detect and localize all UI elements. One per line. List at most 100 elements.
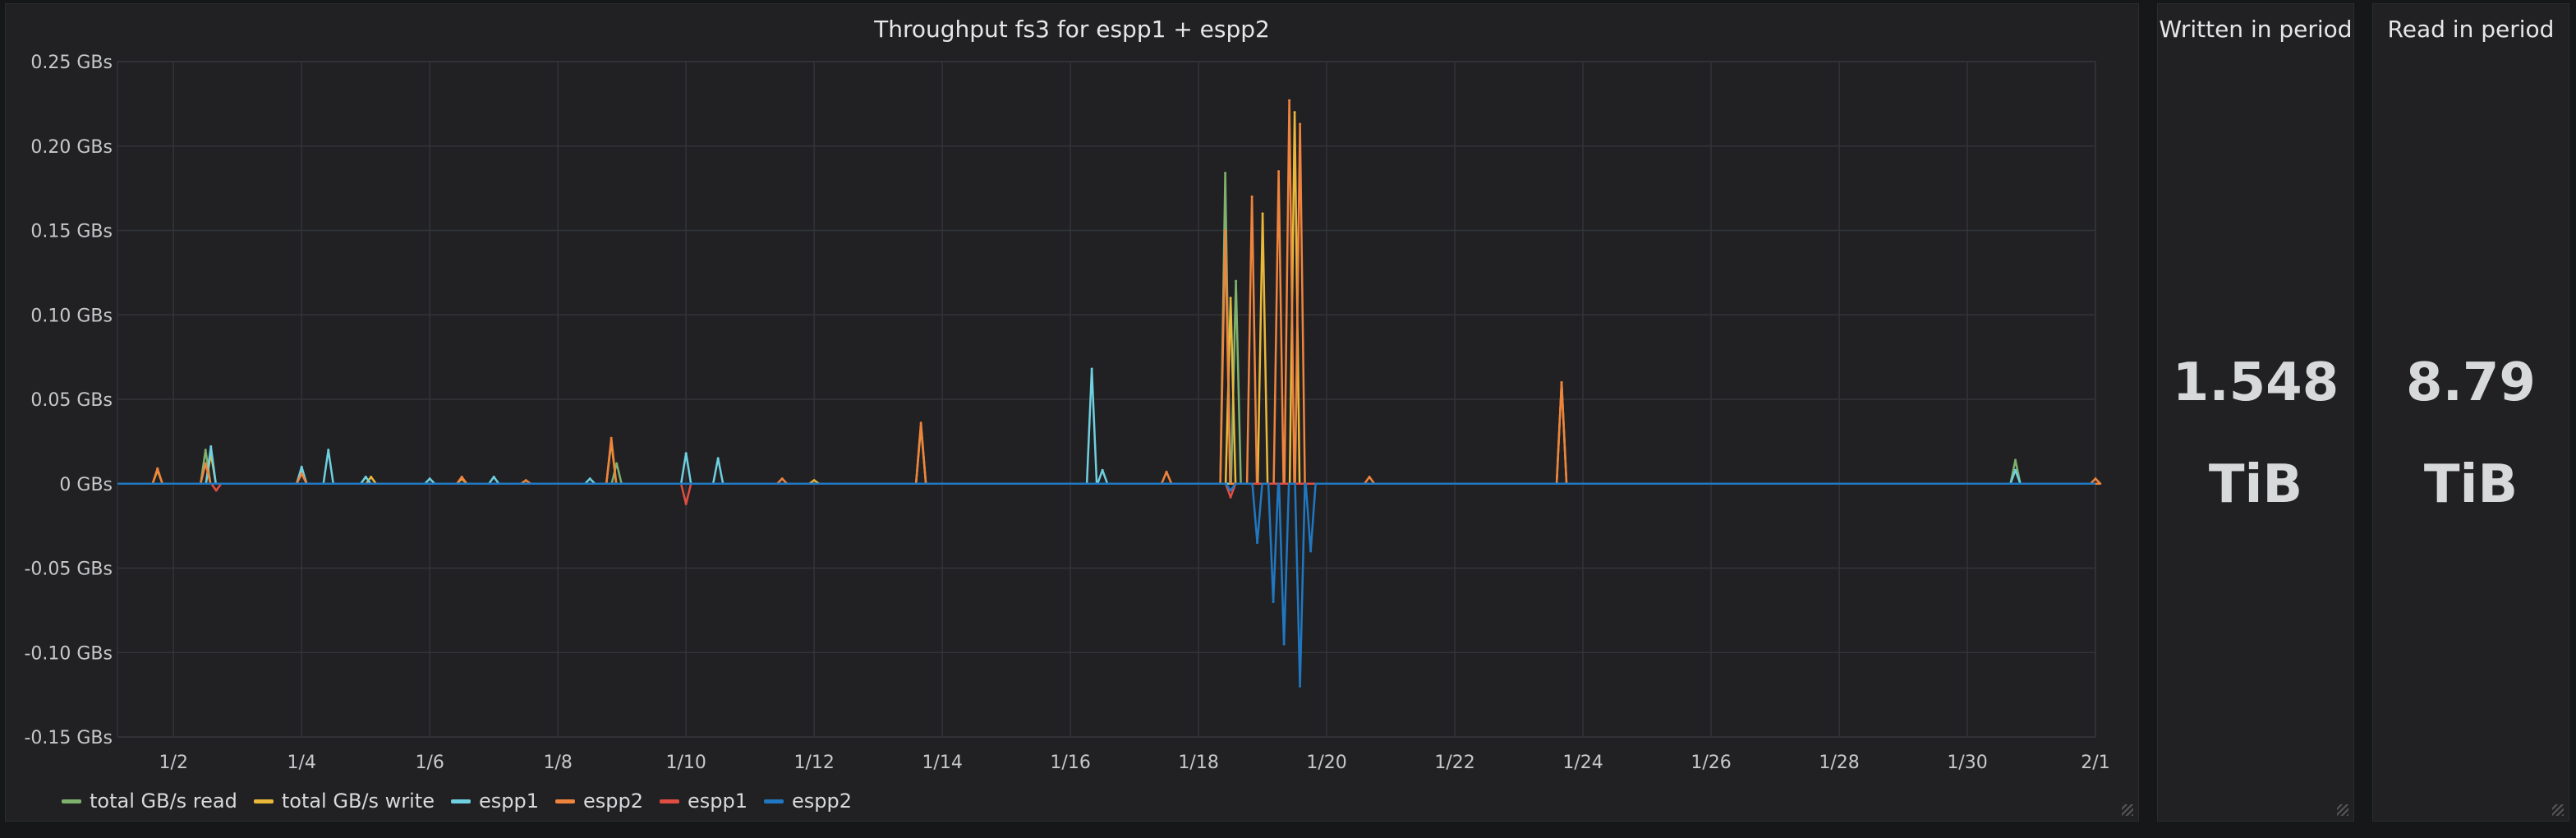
data-point — [364, 476, 367, 479]
read-unit: TiB — [2423, 454, 2518, 515]
data-point — [615, 462, 619, 465]
data-point — [1090, 367, 1093, 371]
read-value: 8.79 — [2406, 352, 2536, 413]
legend-label: espp2 — [583, 790, 644, 813]
data-point — [1309, 550, 1313, 553]
data-point — [204, 449, 207, 452]
legend-swatch — [62, 799, 81, 803]
graph-panel-title[interactable]: Throughput fs3 for espp1 + espp2 — [874, 16, 1270, 43]
data-point — [1229, 489, 1232, 492]
data-point — [2014, 458, 2017, 462]
panel-resize-handle[interactable] — [2337, 804, 2348, 816]
panel-resize-handle[interactable] — [2552, 804, 2564, 816]
data-point — [1224, 172, 1227, 175]
data-point — [1229, 297, 1232, 300]
y-tick-label: 0.10 GBs — [30, 306, 113, 326]
legend-swatch — [764, 799, 784, 803]
data-point — [1256, 541, 1259, 545]
x-tick-label: 1/30 — [1947, 753, 1987, 773]
written-unit: TiB — [2208, 454, 2303, 515]
chart-legend: total GB/s read total GB/s write espp1 espp… — [62, 786, 852, 816]
y-tick-label: 0.20 GBs — [30, 137, 113, 158]
data-point — [1299, 684, 1302, 688]
data-point — [780, 477, 784, 481]
legend-item[interactable]: espp2 — [764, 790, 852, 813]
y-tick-label: -0.05 GBs — [24, 559, 113, 580]
x-tick-label: 2/1 — [2081, 753, 2109, 773]
data-point — [370, 476, 373, 479]
series-line — [117, 172, 2095, 485]
data-point — [460, 476, 463, 479]
data-point — [610, 436, 613, 440]
legend-item[interactable]: total GB/s write — [253, 790, 435, 813]
series-line — [117, 482, 2095, 505]
data-point — [1299, 122, 1302, 126]
legend-swatch — [660, 799, 680, 803]
data-point — [214, 489, 218, 492]
legend-item[interactable]: espp2 — [555, 790, 643, 813]
data-point — [684, 452, 688, 455]
data-point — [300, 472, 303, 475]
series-line — [117, 99, 2102, 485]
x-tick-label: 1/2 — [159, 753, 188, 773]
data-point — [156, 467, 159, 470]
panel-resize-handle[interactable] — [2122, 804, 2133, 816]
legend-item[interactable]: total GB/s read — [62, 790, 237, 813]
written-panel-title[interactable]: Written in period — [2159, 16, 2353, 43]
data-point — [1288, 99, 1291, 102]
legend-item[interactable]: espp1 — [660, 790, 748, 813]
read-panel-title[interactable]: Read in period — [2387, 16, 2555, 43]
data-point — [1235, 279, 1238, 283]
y-tick-label: 0.05 GBs — [30, 390, 113, 411]
data-point — [524, 479, 527, 482]
data-point — [428, 477, 431, 481]
legend-swatch — [450, 799, 471, 803]
x-tick-label: 1/14 — [922, 753, 962, 773]
legend-item[interactable]: espp1 — [450, 790, 539, 813]
data-point — [1250, 195, 1254, 198]
data-point — [1165, 470, 1168, 473]
x-tick-label: 1/4 — [288, 753, 316, 773]
legend-swatch — [253, 799, 274, 803]
data-point — [588, 477, 591, 481]
data-point — [1282, 642, 1286, 646]
data-point — [1368, 476, 1371, 479]
y-tick-label: -0.10 GBs — [24, 643, 113, 664]
series-line — [117, 367, 2095, 485]
data-point — [684, 502, 688, 505]
x-tick-label: 1/20 — [1306, 753, 1346, 773]
data-point — [1229, 495, 1232, 499]
legend-label: espp1 — [478, 790, 539, 813]
series-line — [117, 111, 2095, 485]
throughput-graph-panel: Throughput fs3 for espp1 + espp2 0.25 GB… — [5, 3, 2139, 822]
written-value: 1.548 — [2172, 352, 2339, 413]
plot-border — [117, 61, 2096, 738]
data-point — [209, 445, 213, 449]
x-tick-label: 1/10 — [665, 753, 706, 773]
data-point — [204, 462, 207, 465]
y-tick-label: 0.15 GBs — [30, 222, 113, 242]
y-tick-label: -0.15 GBs — [24, 728, 113, 748]
x-tick-label: 1/26 — [1690, 753, 1731, 773]
data-point — [300, 465, 303, 468]
series-line — [117, 482, 2095, 688]
legend-label: espp2 — [792, 790, 853, 813]
data-point — [716, 457, 720, 460]
x-tick-label: 1/18 — [1178, 753, 1218, 773]
y-tick-label: 0 GBs — [59, 475, 113, 495]
x-tick-label: 1/22 — [1434, 753, 1474, 773]
data-point — [919, 421, 922, 425]
throughput-chart: 0.25 GBs 0.20 GBs 0.15 GBs 0.10 GBs 0.05 GBs… — [24, 53, 2109, 773]
data-point — [327, 449, 330, 452]
y-tick-label: 0.25 GBs — [30, 53, 113, 73]
legend-label: total GB/s write — [281, 790, 435, 813]
data-point — [1277, 170, 1281, 173]
data-point — [2014, 468, 2017, 472]
data-point — [1261, 212, 1264, 215]
data-point — [1101, 468, 1104, 472]
read-in-period-panel: Read in period 8.79 TiB — [2372, 3, 2569, 822]
x-tick-label: 1/24 — [1562, 753, 1603, 773]
x-tick-label: 1/28 — [1819, 753, 1859, 773]
data-point — [492, 476, 495, 479]
data-point — [1560, 380, 1563, 384]
